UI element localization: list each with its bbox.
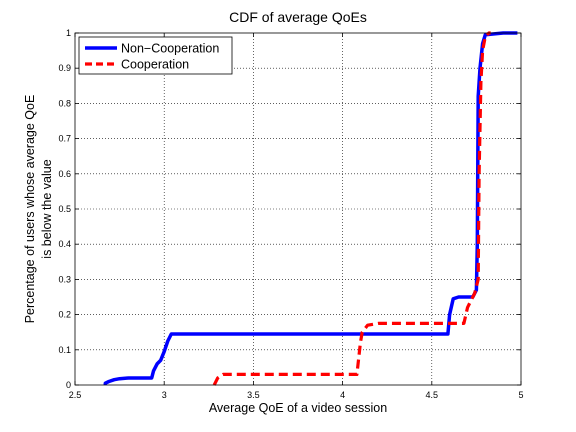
grid-lines [75,33,521,385]
x-tick-label: 4.5 [426,390,439,400]
y-tick-label: 0.2 [58,310,71,320]
legend: Non−Cooperation Cooperation [78,36,233,75]
legend-label-0: Non−Cooperation [121,42,219,56]
legend-box [78,36,233,75]
series-line-0 [103,31,518,385]
y-axis-label: Percentage of users whose average QoE is … [23,95,54,324]
x-axis-label: Average QoE of a video session [209,401,387,415]
y-tick-label: 0.5 [58,204,71,214]
legend-label-1: Cooperation [121,58,189,72]
x-tick-label: 3.5 [247,390,260,400]
axis-ticks: 2.5 3 3.5 4 4.5 5 0 0.1 0.2 0.3 0.4 0.5 0.6 0.7 0.8 0.9… [58,28,523,400]
x-tick-label: 5 [518,390,523,400]
x-tick-label: 2.5 [69,390,82,400]
y-tick-label: 0.8 [58,98,71,108]
x-tick-label: 3 [162,390,167,400]
y-tick-label: 0.1 [58,345,71,355]
y-tick-label: 0.9 [58,63,71,73]
y-tick-label: 0.4 [58,239,71,249]
chart-title: CDF of average QoEs [229,9,367,25]
series-line-1 [212,31,491,386]
y-axis-label-line: is below the value [40,159,54,258]
plot-series [103,31,518,386]
x-tick-label: 4 [340,390,345,400]
y-axis-label-line: Percentage of users whose average QoE [23,95,37,324]
y-tick-label: 0.3 [58,274,71,284]
y-tick-label: 0.6 [58,169,71,179]
y-tick-label: 1 [66,28,71,38]
y-tick-label: 0.7 [58,134,71,144]
y-tick-label: 0 [66,380,71,390]
